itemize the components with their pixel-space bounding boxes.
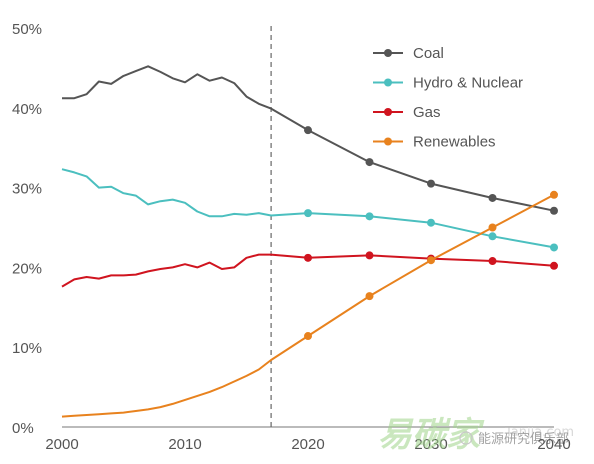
data-point-hydro-nuclear [427, 218, 435, 227]
data-point-renewables [488, 223, 497, 232]
data-point-coal [427, 179, 435, 188]
legend-marker-coal [384, 49, 392, 57]
y-tick-label: 40% [12, 101, 42, 118]
data-point-gas [304, 253, 312, 262]
data-point-hydro-nuclear [365, 212, 374, 221]
x-tick-label: 2000 [45, 436, 78, 453]
data-point-coal [365, 158, 374, 167]
x-tick-label: 2040 [537, 436, 570, 453]
watermark-account: 能源研究俱乐部 [478, 432, 569, 447]
x-axis-ticks: 2000 2010 2020 2030 2040 [45, 436, 570, 453]
data-point-renewables [365, 292, 374, 301]
series-line-gas [61, 253, 555, 288]
series-line-hydro-nuclear [61, 168, 555, 249]
watermark-brand: 易碳家 [378, 415, 485, 455]
data-point-coal [304, 126, 312, 135]
wechat-icon [459, 431, 473, 445]
y-tick-label: 10% [12, 340, 42, 357]
data-point-renewables [550, 190, 558, 199]
data-point-coal [550, 206, 558, 215]
legend-label-hydro-nuclear: Hydro & Nuclear [413, 75, 523, 92]
y-tick-label: 0% [12, 420, 34, 437]
legend-marker-hydro-nuclear [384, 78, 392, 87]
legend-marker-gas [384, 108, 392, 116]
watermark: 易碳家 Tanjia.com 能源研究俱乐部 [378, 415, 574, 455]
data-point-hydro-nuclear [488, 232, 497, 241]
data-point-coal [488, 193, 497, 202]
data-point-renewables [304, 332, 312, 341]
series-lines [61, 65, 558, 418]
data-point-gas [365, 251, 374, 260]
watermark-site: Tanjia.com [504, 425, 574, 440]
x-tick-label: 2010 [168, 436, 201, 453]
series-line-renewables [61, 193, 555, 418]
y-tick-label: 30% [12, 181, 42, 198]
y-axis-ticks: 0% 10% 20% 30% 40% 50% [12, 21, 42, 437]
x-tick-label: 2020 [291, 436, 324, 453]
data-point-gas [550, 261, 558, 270]
legend-marker-renewables [384, 137, 392, 146]
series-line-coal [62, 65, 555, 212]
legend-label-gas: Gas [413, 104, 441, 121]
data-point-renewables [427, 256, 435, 265]
data-point-gas [488, 257, 497, 266]
legend-label-renewables: Renewables [413, 134, 496, 151]
data-point-hydro-nuclear [550, 243, 558, 252]
y-tick-label: 20% [12, 260, 42, 277]
x-tick-label: 2030 [414, 436, 447, 453]
legend-label-coal: Coal [413, 45, 444, 62]
legend: Coal Hydro & Nuclear Gas Renewables [373, 45, 523, 151]
data-point-hydro-nuclear [304, 209, 312, 218]
y-tick-label: 50% [12, 21, 42, 38]
